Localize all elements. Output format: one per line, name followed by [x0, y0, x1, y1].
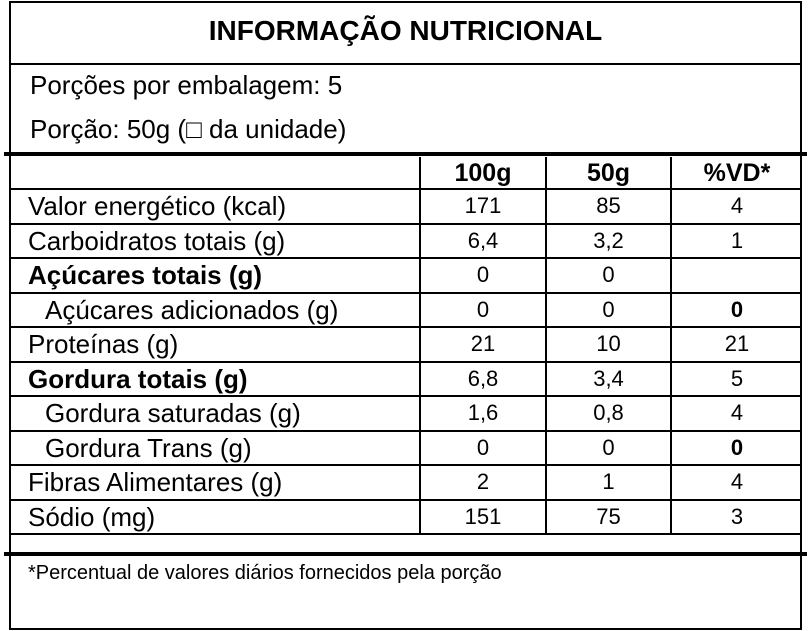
nutrient-value: 21 — [419, 326, 547, 363]
nutrient-value: 0 — [419, 257, 547, 294]
nutrient-value: 10 — [545, 326, 672, 363]
nutrient-value: 0 — [670, 291, 802, 328]
nutrient-value: 151 — [419, 498, 547, 535]
servings-per-package: Porções por embalagem: 5 — [30, 70, 343, 100]
title: INFORMAÇÃO NUTRICIONAL — [9, 1, 802, 65]
nutrient-name: Gordura totais (g) — [9, 360, 421, 397]
header-cell: %VD* — [670, 157, 802, 190]
nutrient-row: Açúcares adicionados (g) 0 0 0 — [9, 291, 802, 328]
nutrient-name: Açúcares totais (g) — [9, 257, 421, 294]
nutrient-name: Fibras Alimentares (g) — [9, 464, 421, 501]
nutrient-value: 6,4 — [419, 222, 547, 259]
nutrient-row: Gordura totais (g) 6,8 3,4 5 — [9, 360, 802, 397]
nutrient-value: 2 — [419, 464, 547, 501]
nutrient-value: 0 — [545, 429, 672, 466]
nutrient-row: Fibras Alimentares (g) 2 1 4 — [9, 464, 802, 501]
nutrient-value: 75 — [545, 498, 672, 535]
nutrient-value: 0,8 — [545, 395, 672, 432]
nutrient-name: Gordura Trans (g) — [9, 429, 421, 466]
nutrient-value: 5 — [670, 360, 802, 397]
nutrient-value: 4 — [670, 188, 802, 225]
nutrient-value: 0 — [670, 429, 802, 466]
nutrient-value: 171 — [419, 188, 547, 225]
footnote: *Percentual de valores diários fornecido… — [28, 562, 502, 584]
nutrient-row: Carboidratos totais (g) 6,4 3,2 1 — [9, 222, 802, 259]
nutrient-row: Proteínas (g) 21 10 21 — [9, 326, 802, 363]
nutrient-value: 0 — [419, 291, 547, 328]
nutrient-value: 1,6 — [419, 395, 547, 432]
nutrient-value: 4 — [670, 395, 802, 432]
nutrient-name: Carboidratos totais (g) — [9, 222, 421, 259]
nutrient-row: Valor energético (kcal) 171 85 4 — [9, 188, 802, 225]
nutrition-table: 100g 50g %VD* Valor energético (kcal) 171… — [9, 157, 802, 535]
nutrient-name: Valor energético (kcal) — [9, 188, 421, 225]
divider — [4, 552, 807, 556]
nutrient-name: Sódio (mg) — [9, 498, 421, 535]
header-cell — [9, 157, 421, 190]
header-row: 100g 50g %VD* — [9, 157, 802, 190]
nutrient-value: 0 — [419, 429, 547, 466]
nutrient-value: 3 — [670, 498, 802, 535]
nutrient-value: 21 — [670, 326, 802, 363]
nutrient-name: Açúcares adicionados (g) — [9, 291, 421, 328]
divider — [4, 152, 807, 156]
serving-size: Porção: 50g (□ da unidade) — [30, 114, 347, 144]
nutrient-value: 4 — [670, 464, 802, 501]
nutrient-name: Proteínas (g) — [9, 326, 421, 363]
nutrient-value: 1 — [545, 464, 672, 501]
nutrient-value: 0 — [545, 257, 672, 294]
nutrient-value: 3,4 — [545, 360, 672, 397]
nutrient-value — [670, 257, 802, 294]
nutrient-value: 0 — [545, 291, 672, 328]
nutrient-value: 85 — [545, 188, 672, 225]
nutrient-row: Açúcares totais (g) 0 0 — [9, 257, 802, 294]
header-cell: 100g — [419, 157, 547, 190]
nutrient-value: 1 — [670, 222, 802, 259]
header-cell: 50g — [545, 157, 672, 190]
nutrient-name: Gordura saturadas (g) — [9, 395, 421, 432]
nutrient-value: 6,8 — [419, 360, 547, 397]
nutrient-row: Sódio (mg) 151 75 3 — [9, 498, 802, 535]
nutrient-value: 3,2 — [545, 222, 672, 259]
nutrient-row: Gordura saturadas (g) 1,6 0,8 4 — [9, 395, 802, 432]
nutrient-row: Gordura Trans (g) 0 0 0 — [9, 429, 802, 466]
